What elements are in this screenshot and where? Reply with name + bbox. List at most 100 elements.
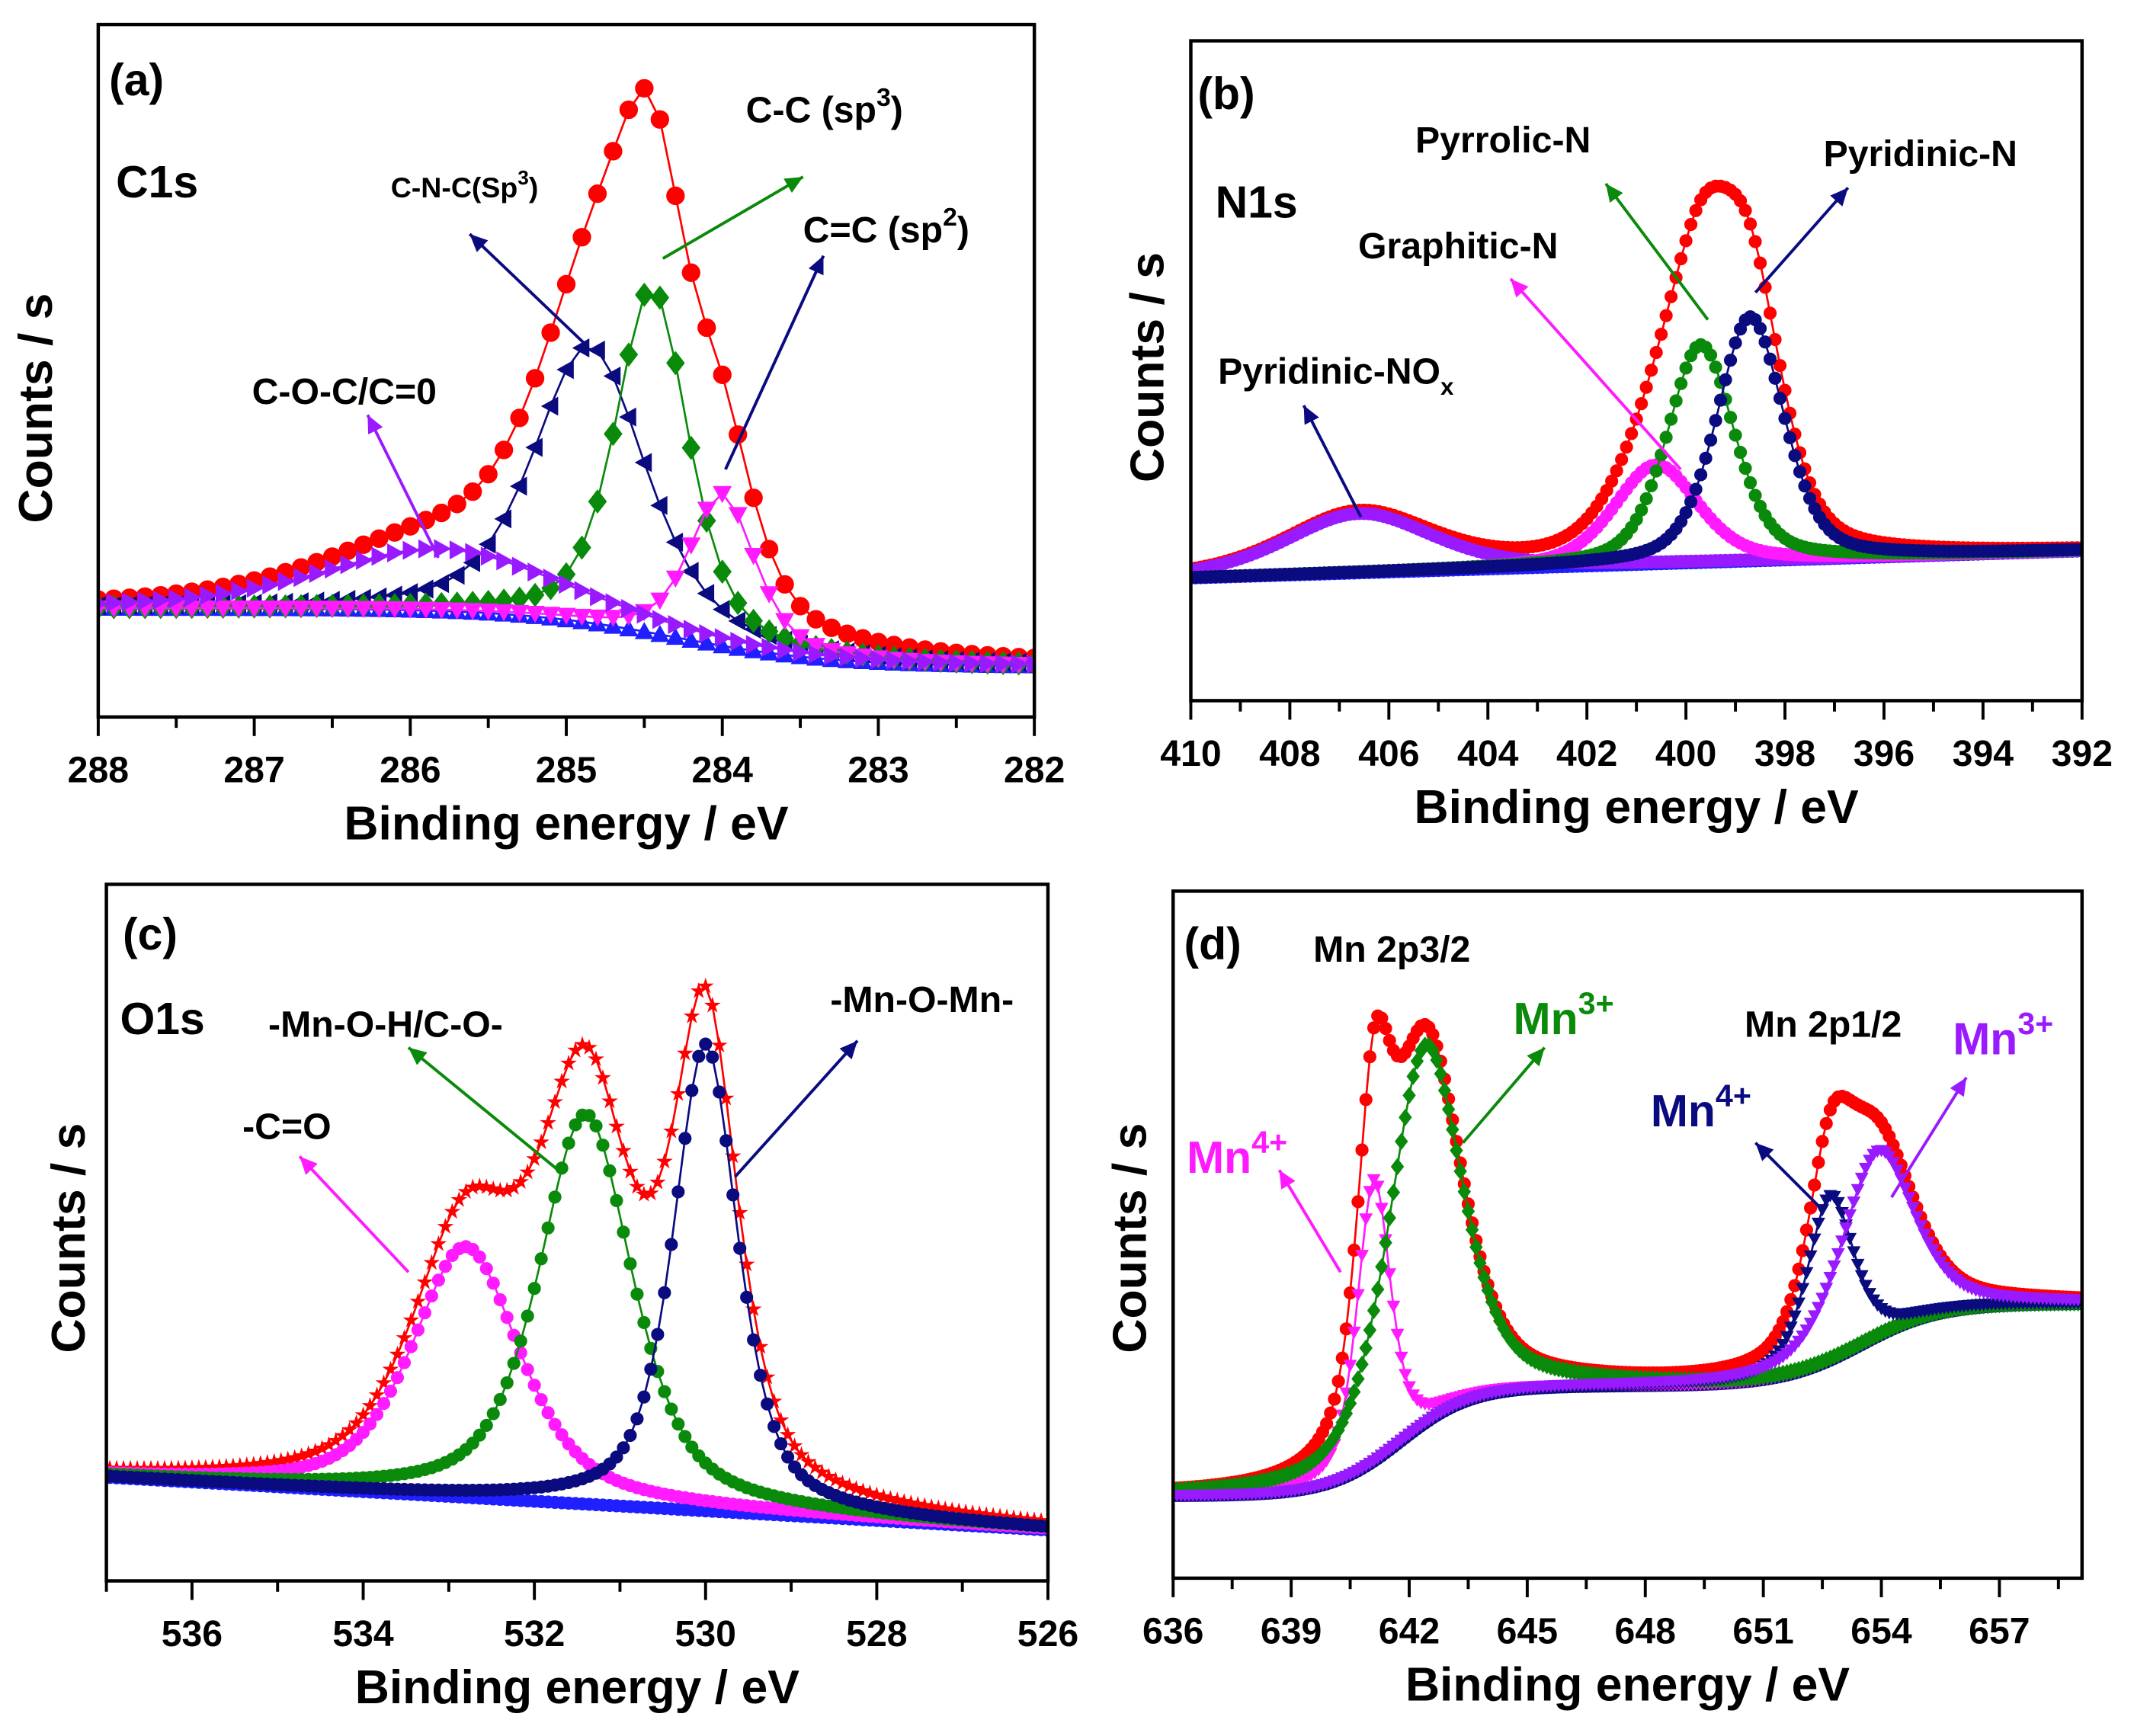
data-point (649, 1174, 666, 1190)
data-point (1763, 352, 1777, 366)
data-point (527, 562, 545, 582)
x-tick-label: 648 (1615, 1611, 1676, 1652)
annotation-arrow-head (1830, 187, 1848, 207)
data-point (416, 1273, 434, 1289)
annotation-arrow-line (1509, 277, 1682, 471)
data-point (678, 1430, 692, 1443)
data-point (650, 624, 670, 642)
data-point (245, 601, 264, 618)
data-point (416, 601, 436, 620)
data-point (1905, 1202, 1920, 1215)
data-point (1684, 217, 1698, 232)
data-point (560, 1054, 577, 1071)
data-point (623, 1257, 637, 1270)
data-point (1803, 1250, 1818, 1263)
data-point (601, 1092, 618, 1109)
data-point (507, 1356, 521, 1370)
data-point (404, 1340, 418, 1353)
annotation-text: Mn 2p3/2 (1313, 929, 1470, 970)
x-tick-label: 534 (332, 1613, 394, 1654)
data-point (559, 575, 576, 594)
data-point (1620, 440, 1633, 454)
data-point (665, 532, 684, 552)
data-point (567, 1041, 584, 1058)
plot-area (1173, 1009, 2082, 1503)
data-point (480, 546, 498, 566)
data-point (543, 569, 561, 588)
data-point (385, 523, 404, 542)
data-point (588, 340, 605, 360)
data-point (137, 591, 155, 611)
data-point (1437, 1081, 1452, 1100)
data-point (1665, 412, 1678, 426)
annotation-superscript: 3 (876, 83, 891, 112)
data-point (575, 1108, 589, 1122)
data-point (824, 646, 841, 666)
y-axis-title: Counts / s (1104, 1123, 1157, 1353)
data-point (260, 601, 280, 618)
annotation-arrow-line (468, 232, 589, 348)
x-tick-label: 398 (1754, 733, 1815, 774)
data-point (781, 1450, 795, 1464)
data-point (431, 602, 451, 620)
data-point (1639, 380, 1653, 394)
data-point (306, 1443, 324, 1459)
annotation-label: Mn 2p1/2 (1745, 1004, 1902, 1045)
series-c-o-c-c-0 (98, 539, 1035, 674)
data-point (1793, 465, 1807, 479)
data-point (383, 1384, 398, 1398)
data-point (666, 351, 685, 376)
data-point (450, 1191, 468, 1207)
data-point (744, 488, 763, 508)
data-point (500, 1311, 514, 1324)
data-point (1469, 1238, 1483, 1256)
data-point (710, 1036, 728, 1053)
annotation-arrow-head (1755, 1142, 1774, 1161)
data-point (511, 556, 530, 576)
data-point (793, 1446, 810, 1462)
data-point (509, 476, 527, 496)
data-point (463, 482, 482, 501)
data-point (1729, 428, 1742, 442)
data-point (745, 635, 764, 655)
data-point (449, 540, 467, 560)
annotation-arrow-head (1527, 1047, 1545, 1067)
data-point (1798, 479, 1812, 493)
data-point (1787, 1310, 1802, 1323)
data-point (621, 599, 639, 619)
data-point (619, 619, 639, 637)
data-point (610, 1193, 623, 1207)
data-point (556, 274, 576, 294)
data-point (669, 1085, 687, 1101)
annotation-text: -Mn-O-Mn- (830, 979, 1014, 1020)
data-point (1827, 1190, 1841, 1204)
data-point (430, 1235, 447, 1251)
data-point (574, 1036, 591, 1052)
data-point (651, 1328, 665, 1341)
x-tick-label: 654 (1850, 1611, 1912, 1652)
annotation-label: C-O-C/C=0 (252, 371, 437, 412)
data-point (605, 593, 623, 613)
data-point (1748, 235, 1762, 248)
data-point (1386, 1300, 1401, 1313)
data-point (525, 582, 545, 607)
annotation-arrow-head (300, 1156, 318, 1175)
x-tick-label: 286 (380, 750, 441, 791)
data-point (658, 1385, 671, 1398)
annotation-text: C-N-C(Sp (391, 171, 518, 203)
data-point (389, 1345, 406, 1362)
x-tick-label: 639 (1261, 1611, 1322, 1652)
annotation-text: Pyrrolic-N (1415, 120, 1591, 161)
data-point (541, 1221, 555, 1235)
data-point (534, 1252, 548, 1266)
data-point (650, 592, 670, 610)
data-point (479, 603, 498, 621)
y-axis-title: Counts / s (9, 293, 62, 524)
annotation-arrow-head (1950, 1077, 1967, 1097)
panel-title: O1s (120, 995, 204, 1044)
data-point (630, 1412, 644, 1426)
data-point (277, 572, 296, 591)
data-point (525, 369, 545, 388)
data-point (1807, 1233, 1822, 1246)
